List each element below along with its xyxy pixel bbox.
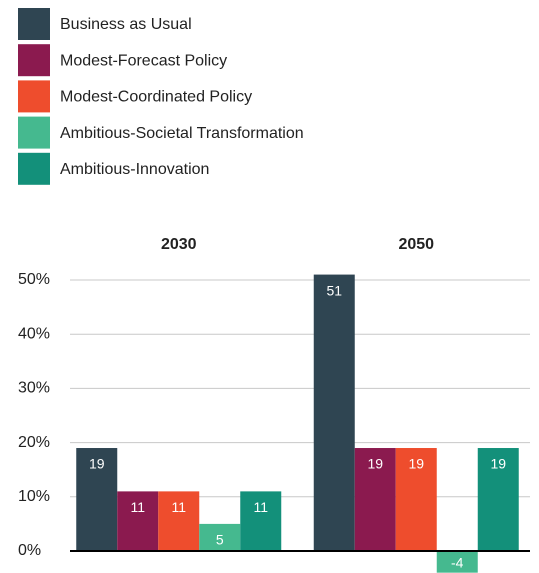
y-tick-label: 50% [18, 271, 50, 288]
legend-label: Modest-Coordinated Policy [60, 89, 252, 106]
y-tick-label: 30% [18, 380, 50, 397]
data-label: 19 [408, 456, 424, 472]
y-tick-label: 40% [18, 325, 50, 342]
legend-label: Business as Usual [60, 16, 192, 33]
bar [436, 551, 478, 573]
y-tick-label: 0% [18, 542, 41, 559]
data-label: 11 [171, 499, 186, 515]
bar [395, 448, 437, 551]
bar [158, 491, 200, 551]
data-label: 19 [89, 456, 105, 472]
data-label: 5 [216, 532, 224, 548]
bar [76, 448, 118, 551]
category-label: 2050 [398, 236, 434, 253]
data-label: 19 [490, 456, 506, 472]
bar [354, 448, 396, 551]
y-tick-label: 10% [18, 488, 50, 505]
bar [117, 491, 159, 551]
data-label: 11 [253, 499, 268, 515]
category-label: 2030 [161, 236, 197, 253]
bar [477, 448, 519, 551]
legend-swatch [18, 152, 50, 185]
bar [313, 274, 355, 551]
legend-label: Modest-Forecast Policy [60, 52, 227, 69]
data-label: 51 [326, 282, 342, 298]
legend-swatch [18, 116, 50, 149]
bar [240, 491, 282, 551]
data-label: 11 [130, 499, 145, 515]
bar [199, 523, 241, 551]
legend-swatch [18, 8, 50, 40]
data-label: -4 [451, 554, 464, 570]
y-tick-label: 20% [18, 434, 50, 451]
legend-swatch [18, 80, 50, 113]
legend-swatch [18, 44, 50, 77]
data-label: 19 [367, 456, 383, 472]
legend-label: Ambitious-Innovation [60, 161, 209, 178]
legend-label: Ambitious-Societal Transformation [60, 125, 304, 142]
